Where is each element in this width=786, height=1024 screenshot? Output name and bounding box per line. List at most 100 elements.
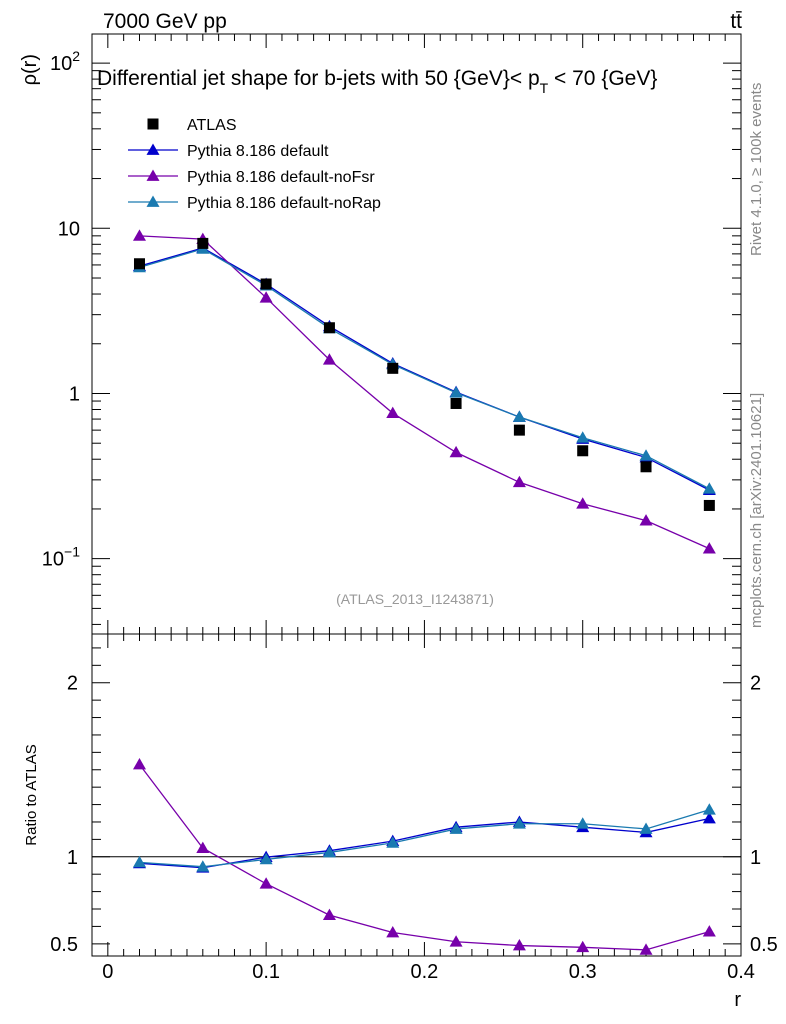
ratio-series-line [139,809,710,868]
ratio-point [259,852,273,865]
series-point [259,291,273,303]
x-tick-label: 0.1 [252,961,280,983]
ratio-point [639,822,653,834]
ratio-point [702,811,716,824]
data-point [197,237,209,249]
ratio-point [449,822,463,834]
legend-marker-square [147,118,159,130]
title-subscript: T [540,80,549,96]
legend-entry-pythia-8-186-default-norap: Pythia 8.186 default-noRap [128,195,381,212]
x-tick-labels: 0 0.1 0.2 0.3 0.4 [102,961,755,983]
series-point [576,497,590,509]
data-point [387,362,399,374]
title-tail-text: < 70 {GeV} [548,67,657,90]
x-axis-label: r [734,989,741,1011]
ratio-point [196,860,210,872]
data-point [450,397,462,409]
series-pythia-8-186-default-norap [132,242,716,494]
ratio-point [322,845,336,858]
y-tick-label-right: 2 [750,673,761,695]
series-line [139,247,710,491]
data-point [703,499,715,511]
ratio-point [639,943,653,955]
legend-marker-triangle [146,195,160,207]
analysis-watermark: (ATLAS_2013_I1243871) [336,591,494,607]
series-point [132,229,146,241]
data-point [260,278,272,290]
ratio-point [259,877,273,889]
series-atlas [133,237,715,511]
data-point [513,424,525,436]
ratio-point [576,940,590,953]
energy-label: 7000 GeV pp [103,10,227,33]
legend-label: Pythia 8.186 default-noFsr [187,169,375,186]
ratio-series-pythia-8-186-default-nofsr [132,758,716,955]
y-tick-label: 1 [67,847,78,869]
ratio-point [132,855,146,868]
ratio-y-tick-labels: 0.5 0.5 1 1 2 2 [50,673,778,956]
legend-label: Pythia 8.186 default-noRap [187,195,381,212]
x-tick-label: 0.3 [569,961,597,983]
y-tick-label: 2 [67,673,78,695]
legend-entry-atlas: ATLAS [147,117,237,134]
data-point [323,322,335,334]
main-y-tick-labels: 10−1 1 10 102 [42,48,80,571]
series-point [512,410,526,422]
legend: ATLAS Pythia 8.186 default Pythia 8.186 de… [128,117,381,212]
series-line [139,235,710,550]
y-tick-label: 10−1 [42,544,80,571]
series-point [702,482,716,494]
legend-entry-pythia-8-186-default: Pythia 8.186 default [128,143,329,160]
series-pythia-8-186-default-nofsr [132,229,716,554]
process-label: tt̄ [730,10,742,33]
ratio-plot-panel: 0.5 0.51 12 2 0 0.1 0.2 0.3 0.4 Ratio to ATLAS … [23,633,778,1011]
ratio-point [449,935,463,947]
series-point [576,431,590,443]
main-plot-panel: 10−1 1 10 102 ρ(r) Differential jet shape f… [19,33,742,635]
ratio-y-axis-label: Ratio to ATLAS [23,744,40,845]
rivet-label: Rivet 4.1.0, ≥ 100k events [748,83,765,256]
ratio-series-pythia-8-186-default-norap [132,803,716,872]
series-point [702,542,716,554]
ratio-plot-frame [91,633,742,957]
ratio-series-pythia-8-186-default [132,811,716,873]
ratio-point [576,817,590,829]
series-point [386,406,400,419]
x-tick-label: 0.4 [727,961,755,983]
series-point [639,514,653,526]
ratio-point [386,926,400,938]
legend-marker-triangle [146,143,160,155]
legend-marker-triangle [146,169,160,181]
title-main-text: Differential jet shape for b-jets with 5… [97,67,540,90]
x-tick-label: 0 [102,961,113,983]
ratio-series-line [138,764,710,951]
y-tick-label: 1 [69,383,80,405]
ratio-point [702,925,716,937]
mcplots-label: mcplots.cern.ch [arXiv:2401.10621] [748,393,765,628]
series-point [639,449,653,461]
series-line [139,248,710,490]
y-tick-label: 10 [58,218,80,240]
data-point [133,258,145,270]
series-point [449,445,463,458]
y-tick-label: 0.5 [50,934,78,956]
ratio-point [196,841,210,853]
legend-label: Pythia 8.186 default [187,143,329,160]
x-tick-label: 0.2 [411,961,439,983]
ratio-point [386,836,400,848]
data-point [640,461,652,473]
series-point [512,475,526,488]
ratio-series-group [132,758,716,955]
y-tick-label-right: 0.5 [750,934,778,956]
ratio-point [512,939,526,951]
legend-label: ATLAS [187,117,237,134]
series-point [322,353,336,365]
ratio-point [132,758,146,770]
data-point [577,445,589,457]
main-y-axis-label: ρ(r) [19,54,41,85]
main-series-group [132,229,716,554]
y-tick-label: 102 [50,48,80,75]
ratio-axis-ticks [92,634,742,956]
legend-entry-pythia-8-186-default-nofsr: Pythia 8.186 default-noFsr [128,169,375,186]
